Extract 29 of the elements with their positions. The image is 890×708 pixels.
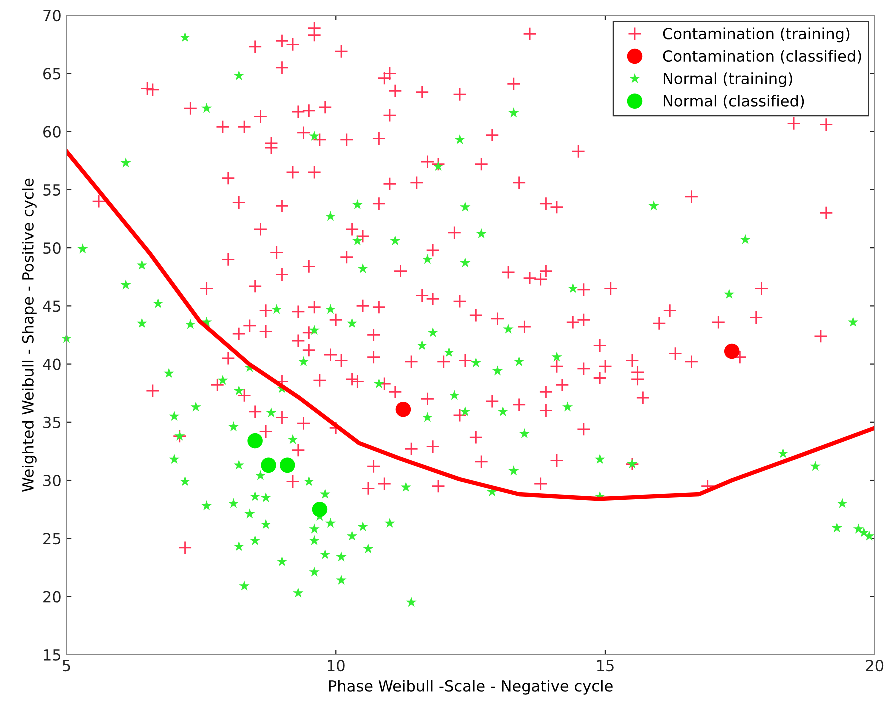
point	[312, 502, 328, 518]
point	[724, 344, 740, 360]
point	[261, 458, 276, 474]
y-tick-label: 45	[43, 300, 61, 312]
x-tick-label: 15	[597, 660, 614, 672]
legend-label: Normal (classified)	[664, 95, 804, 109]
y-tick-label: 65	[44, 68, 61, 80]
legend-label: Normal (training)	[664, 72, 792, 88]
y-tick-label: 60	[44, 126, 61, 138]
x-tick-label: 10	[328, 660, 345, 672]
y-tick-label: 40	[43, 358, 61, 370]
y-tick-label: 50	[44, 242, 61, 254]
legend-label: Contamination (classified)	[663, 50, 862, 64]
point	[280, 458, 296, 474]
y-tick-label: 70	[44, 10, 61, 22]
y-tick-label: 35	[44, 416, 61, 428]
x-tick-label: 5	[63, 660, 70, 672]
x-tick-label: 20	[866, 660, 884, 672]
y-tick-label: 20	[44, 591, 61, 603]
y-tick-label: 30	[44, 475, 61, 487]
legend-label: Contamination (training)	[663, 28, 850, 43]
point	[248, 433, 263, 449]
line-series	[66, 149, 875, 502]
y-tick-label: 25	[44, 533, 61, 545]
y-tick-label: 55	[44, 184, 61, 196]
y-tick-label: 15	[44, 650, 61, 661]
x-axis-title: Phase Weibull -Scale - Negative cycle	[329, 680, 613, 695]
y-axis-title: Weighted Weibull - Shape - Positive cycle	[22, 178, 37, 492]
point	[396, 402, 412, 418]
